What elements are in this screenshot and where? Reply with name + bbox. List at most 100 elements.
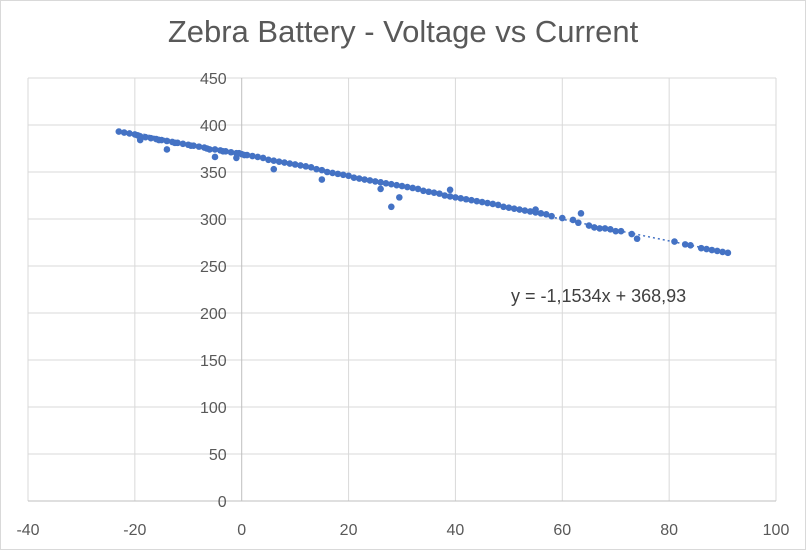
data-point bbox=[158, 136, 165, 144]
data-point bbox=[633, 235, 641, 243]
chart-title: Zebra Battery - Voltage vs Current bbox=[167, 14, 639, 49]
data-point bbox=[227, 148, 235, 156]
data-point bbox=[179, 140, 187, 148]
data-point bbox=[259, 154, 267, 162]
x-tick-label: 80 bbox=[660, 522, 678, 539]
data-point bbox=[425, 188, 433, 196]
data-point bbox=[190, 142, 197, 149]
data-point bbox=[302, 163, 310, 170]
data-point bbox=[275, 158, 283, 165]
data-point bbox=[329, 169, 336, 177]
data-point bbox=[388, 180, 395, 188]
data-point bbox=[521, 207, 529, 214]
data-point bbox=[612, 227, 620, 235]
data-point bbox=[526, 208, 534, 215]
data-point bbox=[147, 134, 155, 142]
data-point bbox=[489, 200, 497, 208]
data-point bbox=[585, 222, 593, 229]
data-point bbox=[516, 206, 523, 213]
data-point bbox=[724, 249, 732, 257]
data-point bbox=[233, 154, 240, 162]
data-point bbox=[457, 195, 465, 202]
data-point bbox=[575, 219, 582, 227]
data-point bbox=[323, 168, 331, 176]
data-point bbox=[195, 143, 203, 150]
data-point bbox=[452, 194, 459, 201]
grid-lines bbox=[27, 77, 777, 502]
data-point bbox=[350, 174, 358, 181]
data-point bbox=[291, 161, 299, 168]
data-point bbox=[334, 170, 342, 178]
y-tick-label: 200 bbox=[200, 306, 227, 323]
data-point bbox=[396, 194, 403, 201]
data-point bbox=[532, 206, 539, 213]
data-point bbox=[558, 214, 566, 222]
data-point bbox=[468, 196, 475, 204]
data-points bbox=[115, 128, 732, 257]
data-point bbox=[318, 176, 326, 183]
trendline-equation: y = -1,1534x + 368,93 bbox=[511, 286, 686, 306]
data-point bbox=[420, 187, 427, 195]
data-point bbox=[542, 211, 550, 218]
x-tick-label: -40 bbox=[16, 522, 39, 539]
data-point bbox=[671, 238, 678, 245]
data-point bbox=[713, 247, 721, 255]
data-point bbox=[355, 175, 363, 182]
y-tick-label: 400 bbox=[200, 118, 227, 135]
data-point bbox=[404, 183, 411, 191]
data-point bbox=[628, 230, 636, 238]
data-point bbox=[297, 162, 304, 169]
data-point bbox=[377, 185, 384, 193]
data-point bbox=[115, 128, 123, 135]
data-point bbox=[446, 186, 454, 194]
data-point bbox=[163, 146, 171, 153]
data-point bbox=[163, 137, 171, 145]
data-point bbox=[719, 248, 726, 256]
y-axis: 0 50 100 150 200 250 300 350 400 450 bbox=[200, 71, 243, 511]
data-point bbox=[414, 185, 422, 193]
data-point bbox=[281, 159, 288, 166]
data-point bbox=[537, 210, 545, 217]
y-tick-label: 100 bbox=[200, 400, 227, 417]
y-tick-label: 350 bbox=[200, 165, 227, 182]
data-point bbox=[393, 181, 400, 189]
x-axis: -40 -20 0 20 40 60 80 100 bbox=[16, 500, 789, 539]
data-point bbox=[254, 153, 262, 161]
y-tick-label: 450 bbox=[200, 71, 227, 88]
data-point bbox=[478, 198, 486, 206]
data-point bbox=[500, 203, 507, 211]
x-tick-label: 0 bbox=[237, 522, 246, 539]
x-tick-label: 60 bbox=[553, 522, 571, 539]
data-point bbox=[703, 245, 710, 253]
y-tick-label: 250 bbox=[200, 259, 227, 276]
data-point bbox=[265, 156, 272, 164]
data-point bbox=[126, 130, 133, 137]
data-point bbox=[548, 212, 555, 220]
data-point bbox=[473, 197, 481, 205]
x-tick-label: -20 bbox=[123, 522, 146, 539]
data-point bbox=[361, 176, 368, 183]
data-point bbox=[441, 192, 449, 199]
data-point bbox=[286, 160, 294, 167]
data-point bbox=[430, 189, 438, 196]
data-point bbox=[313, 165, 320, 173]
data-point bbox=[307, 164, 315, 171]
data-point bbox=[591, 224, 598, 231]
data-point bbox=[345, 172, 352, 180]
data-point bbox=[211, 153, 219, 161]
data-point bbox=[142, 133, 149, 141]
data-point bbox=[222, 148, 229, 155]
data-point bbox=[596, 225, 603, 232]
data-point bbox=[120, 129, 128, 136]
data-point bbox=[398, 182, 406, 190]
data-point bbox=[505, 204, 513, 212]
data-point bbox=[371, 178, 379, 185]
y-tick-label: 300 bbox=[200, 212, 227, 229]
data-point bbox=[607, 226, 614, 233]
y-tick-label: 0 bbox=[218, 494, 227, 511]
data-point bbox=[339, 171, 347, 179]
data-point bbox=[388, 203, 395, 211]
data-point bbox=[681, 241, 689, 248]
